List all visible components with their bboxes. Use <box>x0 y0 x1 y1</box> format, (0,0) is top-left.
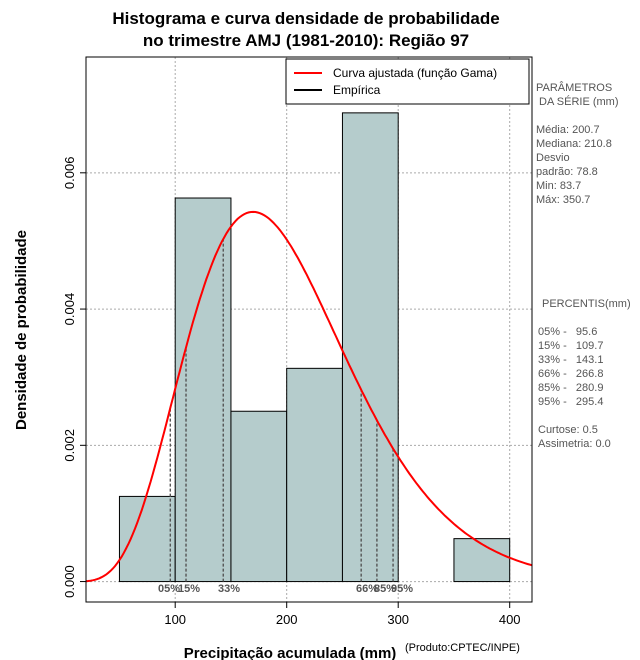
y-tick-label-3: 0.006 <box>62 157 77 190</box>
stat-mean: Média: 200.7 <box>536 124 600 136</box>
stat-std: padrão: 78.8 <box>536 166 598 178</box>
histogram-bar-1 <box>174 197 232 583</box>
chart-title-line-2: no trimestre AMJ (1981-2010): Região 97 <box>143 31 469 50</box>
percentis-title: PERCENTIS(mm) <box>542 298 631 310</box>
stat-kurtosis: Curtose: 0.5 <box>538 424 598 436</box>
histogram-bar-0 <box>118 495 176 583</box>
percentiles-values: 05% - 95.6 15% - 109.7 33% - 143.1 66% -… <box>538 325 640 451</box>
stat-std-label: Desvio <box>536 152 570 164</box>
histogram-bar-6 <box>453 538 511 583</box>
x-tick-label-2: 300 <box>387 612 409 627</box>
stat-min: Min: 83.7 <box>536 180 582 192</box>
legend-box <box>285 58 530 105</box>
stat-max: Máx: 350.7 <box>536 194 591 206</box>
percentile-lines <box>169 239 394 582</box>
percentile-33: 33% - 143.1 <box>538 354 604 366</box>
params-title: PARÂMETROS DA SÉRIE (mm) <box>536 82 619 108</box>
histogram-bars <box>118 112 511 583</box>
x-tick-label-0: 100 <box>164 612 186 627</box>
x-axis-title: Precipitação acumulada (mm) <box>184 645 397 660</box>
x-tick-label-3: 400 <box>499 612 521 627</box>
product-credit: (Produto:CPTEC/INPE) <box>405 642 520 654</box>
percentile-85: 85% - 280.9 <box>538 382 604 394</box>
series-parameters-panel: PARÂMETROS DA SÉRIE (mm) Média: 200.7 Me… <box>536 81 640 207</box>
percentile-marker-66%: 66% <box>356 583 378 595</box>
percentiles-panel: PERCENTIS(mm) <box>542 297 640 325</box>
percentile-marker-05%: 05% <box>158 583 180 595</box>
histogram-bar-3 <box>286 367 343 583</box>
percentile-marker-labels: 05%15% 33% 66%85%95% <box>158 583 413 595</box>
legend: Curva ajustada (função Gama) Empírica <box>285 58 530 105</box>
legend-label-empirical: Empírica <box>333 83 381 97</box>
percentile-marker-15%: 15% <box>178 583 200 595</box>
percentile-marker-33%: 33% <box>218 583 240 595</box>
percentile-05: 05% - 95.6 <box>538 326 598 338</box>
plot-frame <box>85 56 533 603</box>
percentile-15: 15% - 109.7 <box>538 340 604 352</box>
y-tick-label-0: 0.000 <box>62 565 77 598</box>
percentile-marker-85%: 85% <box>374 583 396 595</box>
percentile-66: 66% - 266.8 <box>538 368 604 380</box>
percentile-95: 95% - 295.4 <box>538 396 604 408</box>
x-tick-label-1: 200 <box>276 612 298 627</box>
stat-median: Mediana: 210.8 <box>536 138 612 150</box>
histogram-bar-4 <box>341 112 399 583</box>
y-axis-title: Densidade de probabilidade <box>13 230 30 430</box>
chart-title-line-1: Histograma e curva densidade de probabil… <box>112 9 499 28</box>
histogram-bar-2 <box>230 410 288 583</box>
gamma-fit-curve <box>85 210 533 583</box>
legend-label-fit: Curva ajustada (função Gama) <box>333 66 497 80</box>
stat-skewness: Assimetria: 0.0 <box>538 438 611 450</box>
percentile-marker-95%: 95% <box>391 583 413 595</box>
y-tick-label-2: 0.004 <box>62 293 77 326</box>
y-tick-label-1: 0.002 <box>62 429 77 462</box>
axes: 100 200 300 400 0.000 0.002 0.004 0.006 <box>62 157 521 627</box>
